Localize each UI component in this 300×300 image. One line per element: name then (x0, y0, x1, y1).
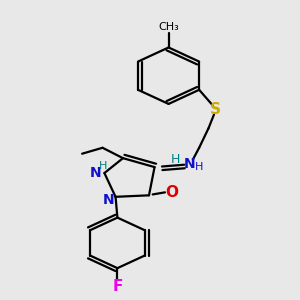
Text: H: H (170, 153, 180, 166)
Text: H: H (99, 160, 107, 171)
Text: N: N (184, 157, 196, 171)
Text: N: N (103, 193, 115, 207)
Text: S: S (210, 102, 221, 117)
Text: F: F (112, 279, 123, 294)
Text: CH₃: CH₃ (158, 22, 179, 32)
Text: H: H (195, 162, 203, 172)
Text: N: N (89, 166, 101, 180)
Text: O: O (165, 185, 178, 200)
